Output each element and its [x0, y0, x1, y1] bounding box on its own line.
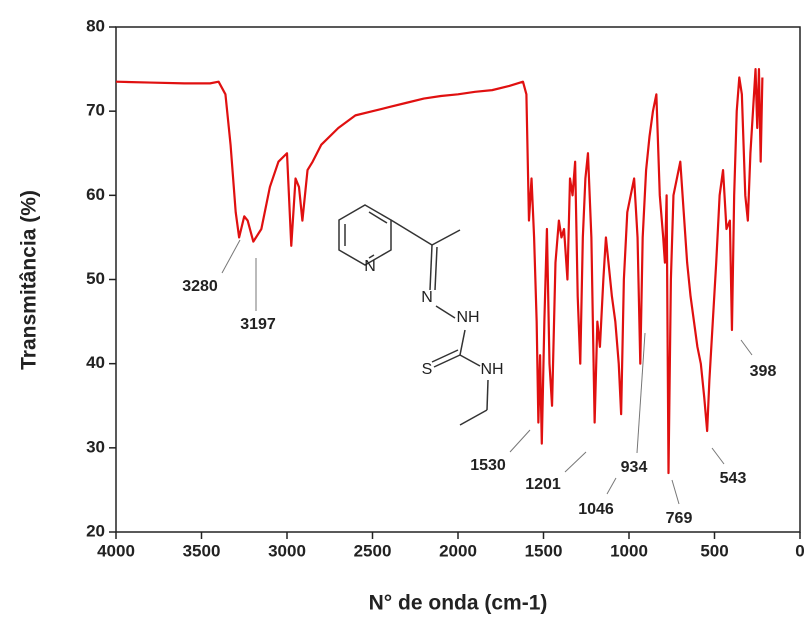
y-tick-label: 80: [86, 16, 105, 35]
peak-leader: [221, 239, 241, 274]
y-tick-label: 40: [86, 353, 105, 372]
x-tick-label: 0: [795, 541, 804, 560]
x-tick-label: 4000: [97, 541, 135, 560]
x-tick-label: 1000: [610, 541, 648, 560]
atom-label: N: [421, 289, 433, 306]
molecule: [338, 204, 489, 426]
peak-label: 934: [621, 459, 648, 476]
peak-label: 1530: [470, 457, 506, 474]
y-tick-label: 50: [86, 269, 105, 288]
peak-label: 1046: [578, 501, 614, 518]
x-tick-label: 2000: [439, 541, 477, 560]
peak-label: 769: [666, 510, 693, 527]
peak-label: 3197: [240, 316, 276, 333]
y-axis-title: Transmitância (%): [18, 190, 41, 370]
peak-leader: [671, 479, 680, 505]
peak-leader: [740, 339, 753, 356]
x-tick-label: 1500: [525, 541, 563, 560]
peak-leader: [564, 451, 587, 473]
peak-label: 3280: [182, 278, 218, 295]
y-tick-label: 30: [86, 437, 105, 456]
plot-frame: [115, 26, 801, 533]
x-tick-label: 500: [700, 541, 728, 560]
peak-label: 543: [720, 470, 747, 487]
peak-leader: [636, 332, 646, 454]
x-tick-label: 2500: [354, 541, 392, 560]
spectrum-line: [115, 67, 764, 475]
peak-label: 1201: [525, 476, 561, 493]
atom-label: S: [422, 361, 433, 378]
peak-leader: [509, 429, 531, 453]
x-axis-title: N° de onda (cm-1): [369, 592, 548, 615]
y-tick-label: 20: [86, 521, 105, 540]
y-tick-label: 60: [86, 185, 105, 204]
peak-label: 398: [750, 363, 777, 380]
atom-label: N: [364, 258, 376, 275]
y-tick-label: 70: [86, 101, 105, 120]
atom-label: NH: [480, 361, 503, 378]
atom-label: NH: [456, 309, 479, 326]
x-tick-label: 3000: [268, 541, 306, 560]
x-tick-label: 3500: [183, 541, 221, 560]
peak-leader: [606, 477, 617, 495]
peak-leader: [711, 447, 725, 465]
